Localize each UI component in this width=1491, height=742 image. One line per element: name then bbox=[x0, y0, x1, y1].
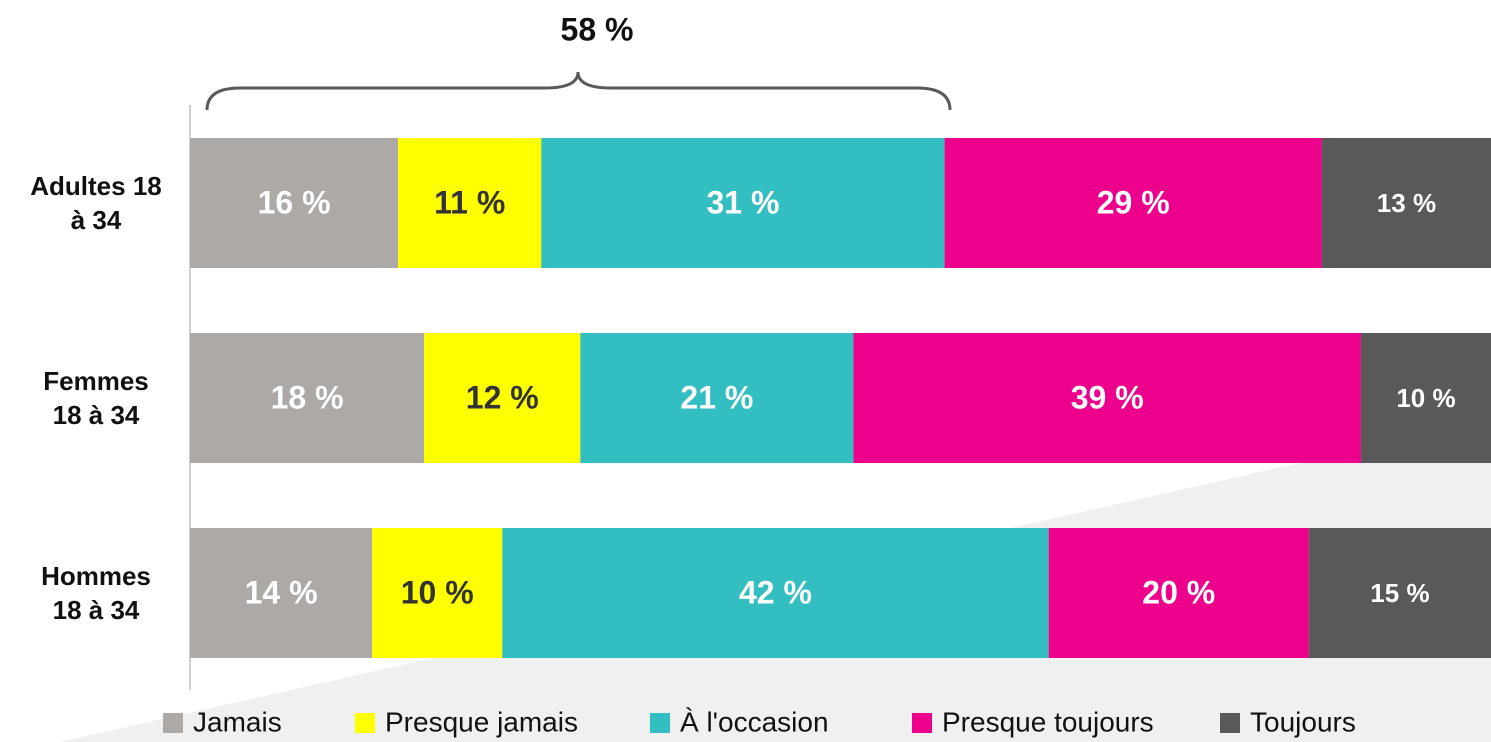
category-label: Femmes 18 à 34 bbox=[43, 366, 149, 430]
value-label: 20 % bbox=[1142, 574, 1215, 610]
bar-segment bbox=[372, 528, 503, 658]
bar-segment bbox=[1360, 333, 1491, 463]
legend-swatch bbox=[355, 713, 375, 733]
bar-segment bbox=[398, 138, 542, 268]
value-label: 42 % bbox=[739, 574, 812, 610]
bar-segment bbox=[190, 333, 425, 463]
annotation: 58 % bbox=[561, 11, 634, 47]
bar-segment bbox=[853, 333, 1361, 463]
legend-label: À l'occasion bbox=[680, 706, 829, 737]
bar-segment bbox=[424, 333, 581, 463]
bar-segment bbox=[502, 528, 1049, 658]
legend-label: Presque toujours bbox=[942, 706, 1154, 737]
value-label: 39 % bbox=[1071, 379, 1144, 415]
value-label: 10 % bbox=[1396, 383, 1455, 413]
bar-segment bbox=[944, 138, 1322, 268]
legend-swatch bbox=[163, 713, 183, 733]
value-label: 13 % bbox=[1377, 188, 1436, 218]
legend-label: Jamais bbox=[193, 706, 282, 737]
value-label: 10 % bbox=[401, 574, 474, 610]
value-label: 31 % bbox=[706, 184, 779, 220]
legend-label: Toujours bbox=[1250, 706, 1356, 737]
value-label: 29 % bbox=[1097, 184, 1170, 220]
legend-swatch bbox=[1220, 713, 1240, 733]
bar-segment bbox=[190, 528, 373, 658]
bar-segment bbox=[541, 138, 945, 268]
bracket bbox=[205, 71, 952, 111]
bar-segment bbox=[1048, 528, 1309, 658]
value-label: 21 % bbox=[680, 379, 753, 415]
legend-swatch bbox=[650, 713, 670, 733]
category-label: Adultes 18 à 34 bbox=[30, 171, 162, 235]
value-label: 18 % bbox=[271, 379, 344, 415]
bar-segment bbox=[1321, 138, 1491, 268]
bar-segment bbox=[190, 138, 399, 268]
value-label: 15 % bbox=[1370, 578, 1429, 608]
value-label: 16 % bbox=[258, 184, 331, 220]
legend-swatch bbox=[912, 713, 932, 733]
value-label: 14 % bbox=[245, 574, 318, 610]
bar-segment bbox=[1308, 528, 1491, 658]
bar-segment bbox=[580, 333, 854, 463]
value-label: 12 % bbox=[466, 379, 539, 415]
legend-label: Presque jamais bbox=[385, 706, 578, 737]
category-label: Hommes 18 à 34 bbox=[41, 561, 151, 625]
value-label: 11 % bbox=[434, 184, 505, 220]
